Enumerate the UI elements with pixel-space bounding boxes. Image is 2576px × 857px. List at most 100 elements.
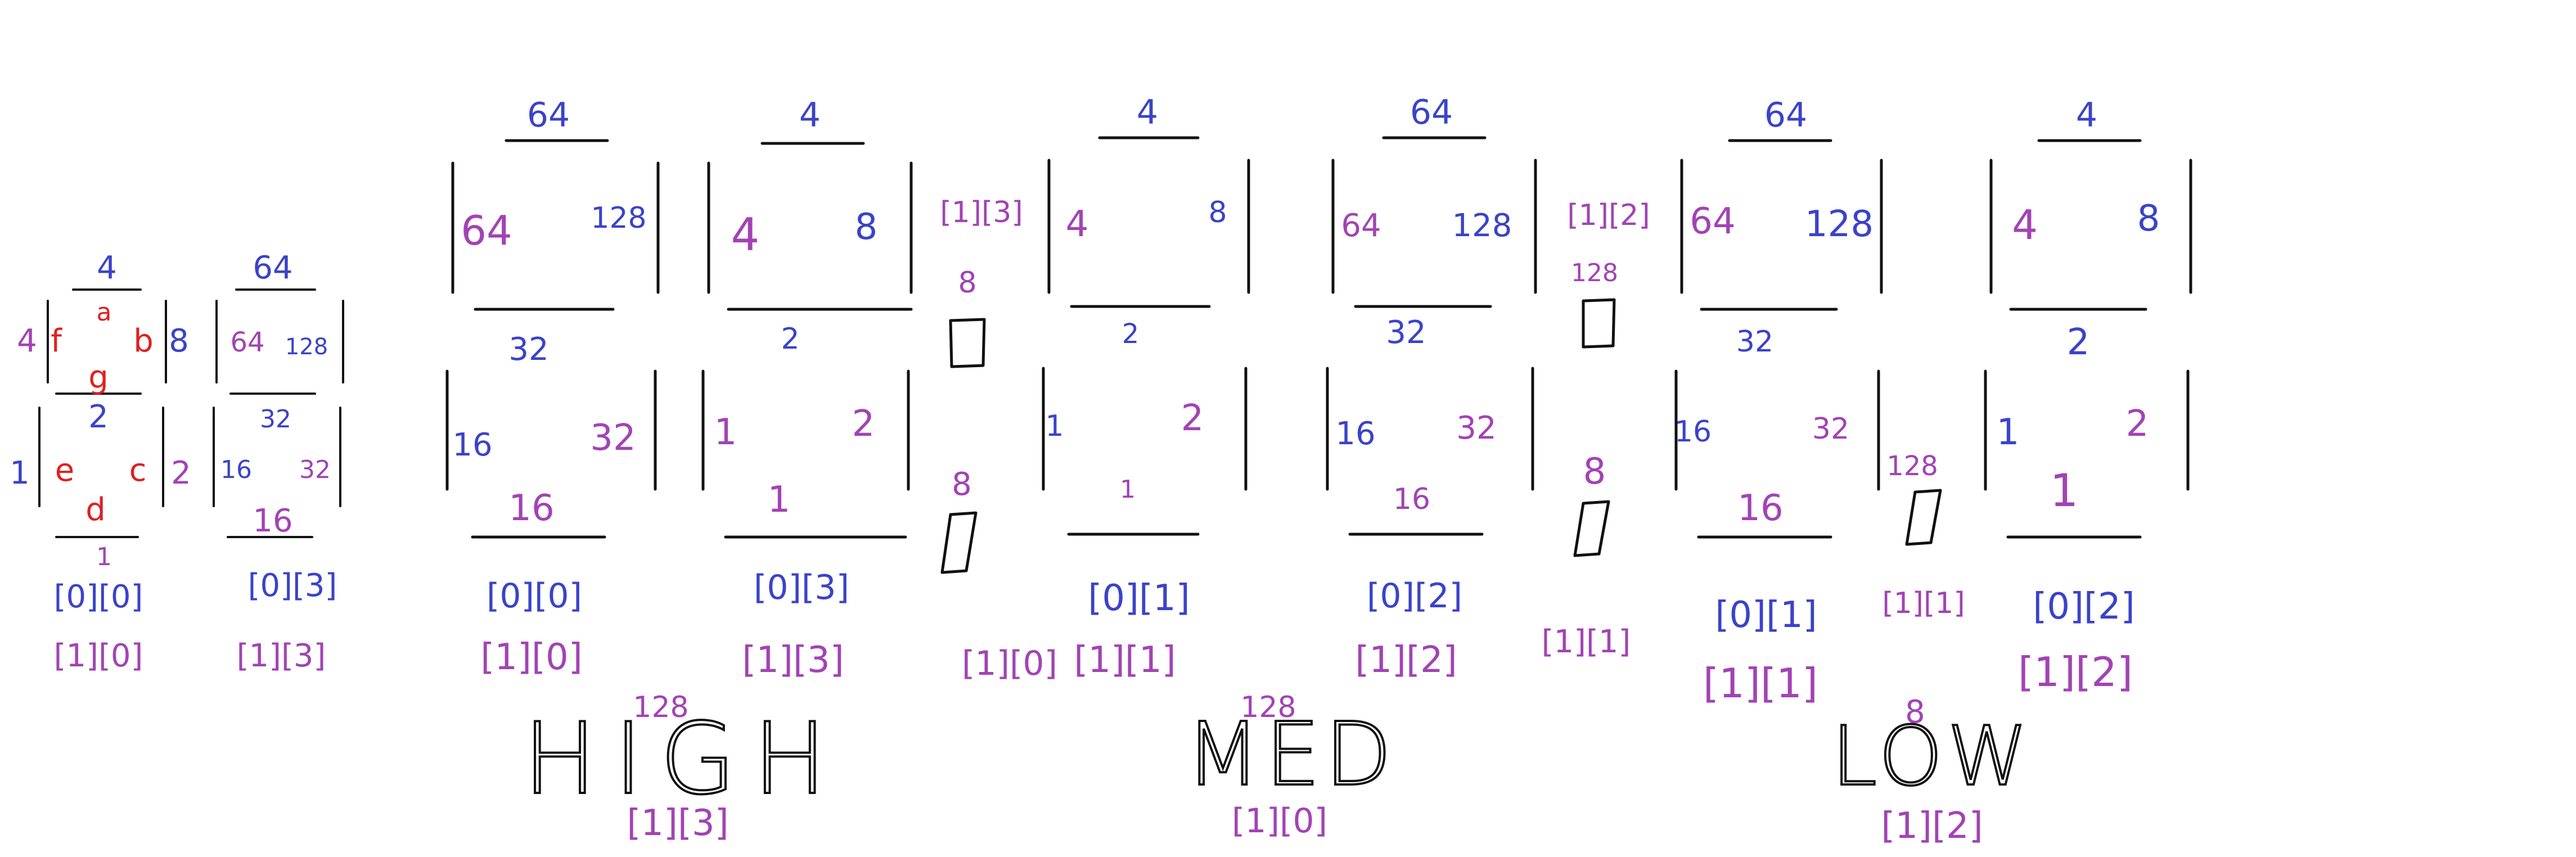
colon-1-bottom-index: [1][0]	[962, 644, 1057, 683]
colon-2-lower-dot	[1573, 500, 1610, 557]
digit-1-bit-mid: 32	[508, 331, 548, 368]
digit-5-bit-top: 64	[1764, 96, 1807, 135]
digit-6-bit-bot: 1	[2050, 464, 2079, 517]
legend-extra-bit-bottom: 16	[253, 503, 292, 539]
legend	[38, 288, 344, 538]
digit-2-index-2: [1][3]	[742, 639, 844, 681]
digit-6-bit-lr: 2	[2126, 403, 2149, 445]
word-high-bit: 128	[633, 691, 688, 724]
legend-segment-e: e	[55, 452, 74, 489]
digit-2-index-1: [0][3]	[754, 568, 849, 607]
digit-6-bit-ll: 1	[1997, 412, 2020, 453]
digit-3-bit-ll: 1	[1045, 409, 1064, 443]
digit-2-bit-ur: 8	[855, 206, 878, 248]
decimal-point-dot	[1905, 489, 1942, 546]
colon-2-upper-dot	[1582, 298, 1616, 349]
colon-1-top-index: [1][3]	[940, 196, 1023, 229]
digit-4-index-2: [1][2]	[1355, 639, 1457, 681]
digit-5-bit-ur: 128	[1805, 204, 1874, 245]
word-med-index: [1][0]	[1232, 801, 1327, 841]
colon-1-top-bit: 8	[958, 266, 976, 300]
digit-3-segments	[1042, 136, 1250, 536]
legend-segment-b: b	[133, 323, 154, 359]
digit-6-bit-mid: 2	[2067, 322, 2090, 363]
digit-1-index-2: [1][0]	[480, 637, 582, 678]
word-low-bit: 8	[1905, 694, 1925, 730]
digit-5-bit-ll: 16	[1674, 415, 1712, 449]
word-med: MED	[1185, 703, 1396, 805]
digit-6-index-2: [1][2]	[2018, 648, 2133, 696]
digit-6-segments	[1984, 139, 2192, 539]
legend-extra-bit-upper-left: 64	[230, 327, 264, 358]
digit-3-bit-lr: 2	[1181, 398, 1204, 439]
digit-4-bit-ul: 64	[1341, 208, 1381, 244]
digit-3-bit-mid: 2	[1122, 318, 1140, 350]
digit-3-index-1: [0][1]	[1088, 578, 1190, 619]
digit-5-bit-bot: 16	[1737, 488, 1783, 529]
colon-1-bottom-bit: 8	[952, 466, 972, 503]
digit-5-bit-mid: 32	[1736, 325, 1773, 359]
word-low-index: [1][2]	[1881, 805, 1983, 847]
digit-1-bit-lr: 32	[590, 417, 636, 459]
legend-digit-segments	[38, 288, 167, 538]
legend-bit-top: 4	[97, 250, 117, 286]
legend-bit-lower-left: 1	[10, 455, 30, 491]
legend-extra-bit-middle: 32	[260, 405, 291, 434]
legend-index-a2: [1][0]	[54, 638, 143, 674]
decimal-point-index: [1][1]	[1882, 587, 1965, 620]
digit-4-bit-bot: 16	[1393, 482, 1430, 516]
digit-2-bit-bot: 1	[768, 479, 791, 521]
legend-digit-extra-segments	[213, 288, 344, 538]
digit-1-bit-ul: 64	[461, 207, 512, 254]
digit-1-bit-ur: 128	[591, 201, 646, 235]
legend-bit-upper-right: 8	[169, 323, 189, 359]
legend-extra-bit-lower-left: 16	[220, 455, 252, 484]
digit-3-bit-ul: 4	[1066, 204, 1089, 245]
digit-6-bit-top: 4	[2076, 96, 2097, 135]
digit-4-segments	[1326, 136, 1537, 536]
legend-segment-c: c	[129, 452, 147, 489]
digit-6-bit-ul: 4	[2012, 201, 2038, 249]
colon-2-bottom-index: [1][1]	[1542, 624, 1631, 660]
digit-4-bit-top: 64	[1410, 93, 1453, 132]
legend-segment-g: g	[88, 359, 109, 396]
word-low: LOW	[1831, 709, 2032, 804]
digit-2-bit-lr: 2	[852, 403, 875, 445]
digit-4-index-1: [0][2]	[1367, 576, 1462, 616]
colon-2-top-bit: 128	[1571, 259, 1618, 287]
digit-5-bit-lr: 32	[1812, 412, 1849, 446]
digit-4-bit-mid: 32	[1386, 314, 1426, 351]
digit-6-bit-ur: 8	[2137, 198, 2160, 240]
word-med-bit: 128	[1240, 691, 1296, 724]
digit-2-segments	[701, 142, 913, 539]
digit-5-index-2: [1][1]	[1703, 660, 1818, 707]
main-digit-segments	[445, 136, 2192, 539]
word-high: HIGH	[523, 702, 844, 817]
colon-1-upper-dot	[949, 318, 986, 368]
legend-extra-bit-top: 64	[253, 250, 292, 286]
digit-2-bit-top: 4	[799, 96, 821, 135]
legend-bit-lower-right: 2	[171, 455, 191, 491]
digit-6-index-1: [0][2]	[2033, 586, 2134, 628]
word-high-index: [1][3]	[627, 802, 728, 844]
legend-labels: 4 4 8 2 1 2 1 a b c d e f g 64 64 128 32…	[10, 250, 337, 674]
digit-3-bit-ur: 8	[1208, 196, 1227, 229]
colon-1-lower-dot	[940, 511, 978, 574]
legend-segment-d: d	[85, 491, 106, 528]
digit-2-bit-ul: 4	[731, 209, 760, 261]
legend-bit-upper-left: 4	[17, 323, 37, 359]
digit-3-bit-top: 4	[1137, 93, 1158, 132]
main-digit-labels: 64 64 128 32 16 32 16 [0][0] [1][0] 4 4 …	[452, 93, 2160, 707]
legend-extra-bit-upper-right: 128	[285, 334, 328, 360]
digit-1-bit-top: 64	[527, 96, 570, 135]
digit-4-bit-ur: 128	[1452, 208, 1512, 244]
legend-segment-f: f	[51, 323, 62, 359]
digit-3-index-2: [1][1]	[1074, 639, 1176, 681]
legend-bit-middle: 2	[88, 399, 109, 435]
digit-1-bit-ll: 16	[452, 427, 492, 463]
legend-index-b2: [1][3]	[237, 638, 326, 674]
colon-2-top-index: [1][2]	[1567, 199, 1650, 232]
legend-index-a1: [0][0]	[54, 579, 143, 615]
legend-extra-bit-lower-right: 32	[299, 455, 331, 484]
